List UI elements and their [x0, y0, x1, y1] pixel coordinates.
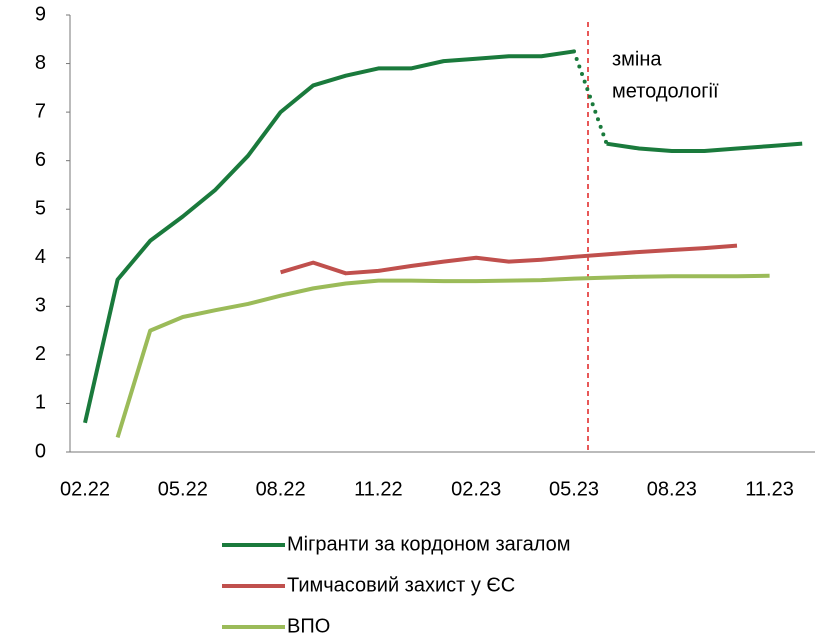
x-tick-label: 05.22: [158, 478, 208, 500]
y-tick-label: 9: [35, 3, 46, 25]
y-tick-label: 0: [35, 440, 46, 462]
series-line: [115, 273, 770, 439]
x-tick-label: 02.22: [60, 478, 110, 500]
series-line: [83, 49, 575, 424]
legend-label: Тимчасовий захист у ЄС: [287, 574, 515, 596]
series-line: [280, 243, 738, 276]
y-tick-label: 1: [35, 392, 46, 414]
series-line: [606, 141, 803, 153]
y-tick-label: 5: [35, 198, 46, 220]
y-tick-label: 7: [35, 100, 46, 122]
legend-label: Мігранти за кордоном загалом: [287, 533, 571, 555]
y-tick-label: 2: [35, 343, 46, 365]
x-tick-label: 08.23: [647, 478, 697, 500]
x-tick-label: 05.23: [549, 478, 599, 500]
y-tick-label: 6: [35, 149, 46, 171]
x-tick-label: 11.22: [354, 478, 403, 500]
legend-label: ВПО: [287, 615, 330, 637]
x-tick-label: 08.22: [256, 478, 306, 500]
y-tick-label: 3: [35, 295, 46, 317]
annotation: зміна: [612, 48, 662, 70]
x-tick-label: 11.23: [745, 478, 794, 500]
dotted-connector: [572, 49, 609, 146]
y-tick-label: 8: [35, 52, 46, 74]
y-tick-label: 4: [35, 246, 46, 268]
x-tick-label: 02.23: [451, 478, 501, 500]
annotation: методології: [612, 80, 719, 102]
